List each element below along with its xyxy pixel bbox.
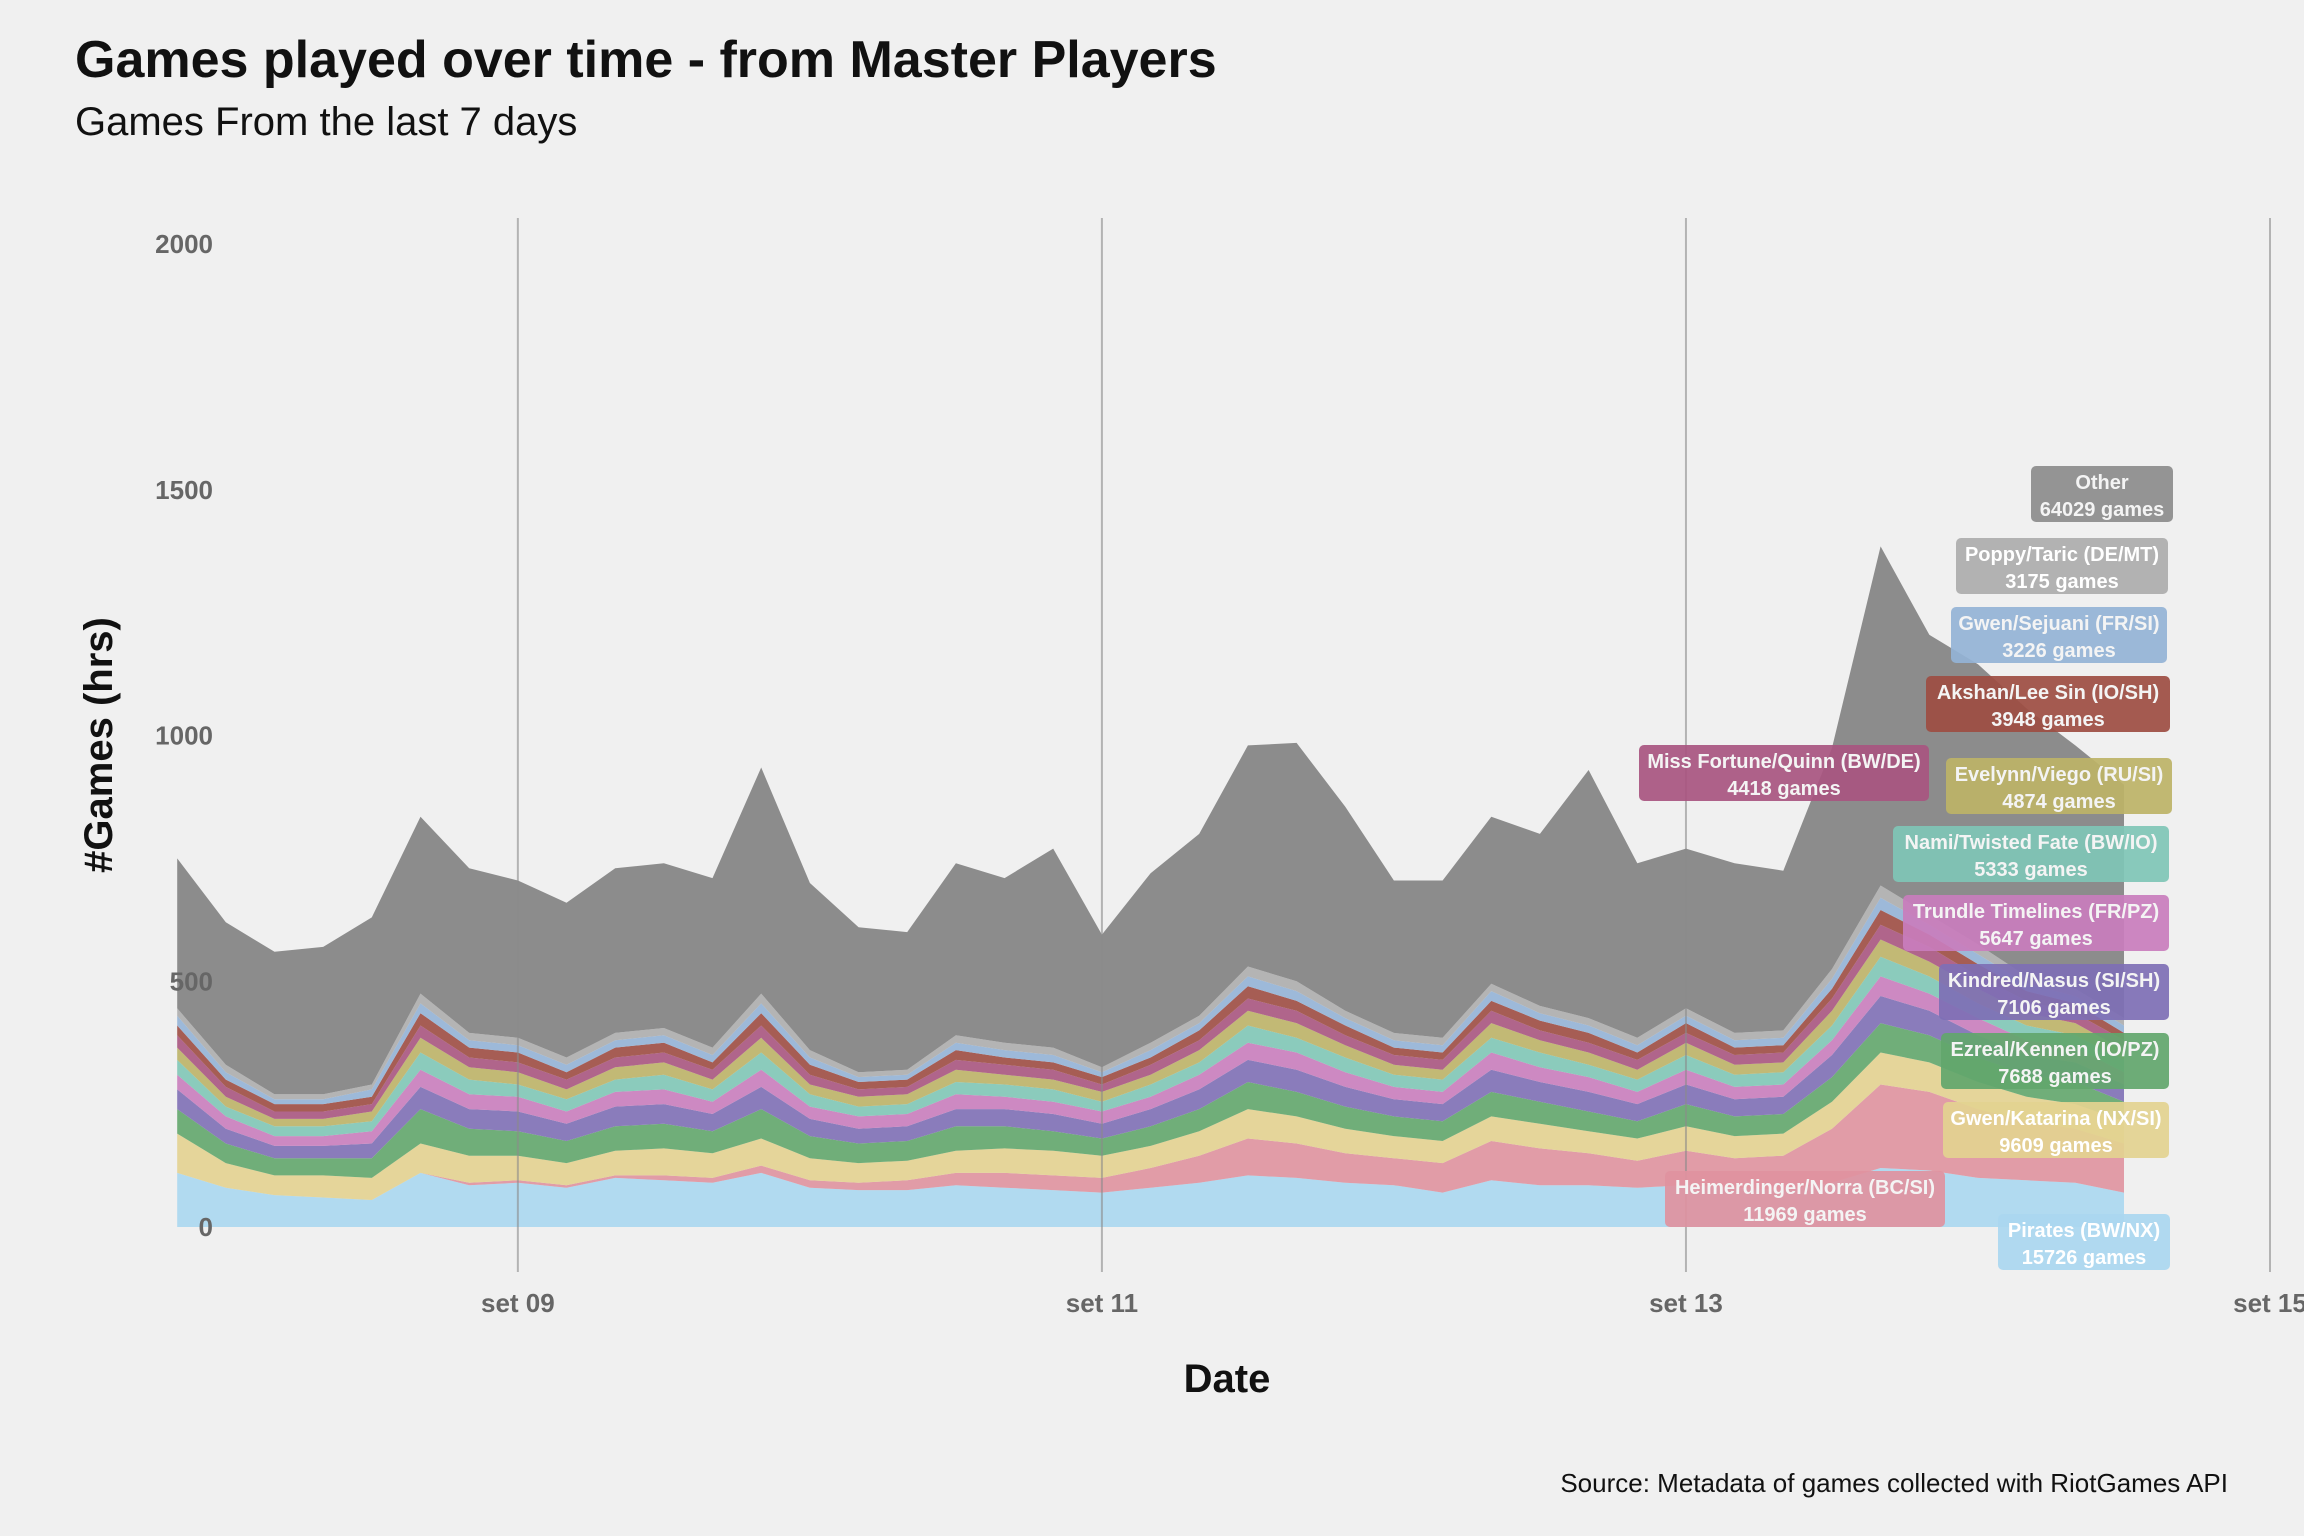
series-label: Gwen/Katarina (NX/SI) 9609 games	[1943, 1102, 2169, 1158]
area-series	[177, 897, 2125, 1105]
series-label-name: Trundle Timelines (FR/PZ)	[1913, 901, 2159, 923]
chart-subtitle: Games From the last 7 days	[75, 100, 578, 144]
series-label-box	[1893, 826, 2169, 882]
series-label-count: 3948 games	[1991, 709, 2104, 731]
area-series	[177, 1168, 2125, 1227]
x-axis-title: Date	[1184, 1357, 1271, 1401]
area-series	[177, 1052, 2125, 1200]
series-label: Other 64029 games	[2031, 466, 2173, 522]
series-label-box	[1943, 1102, 2169, 1158]
y-tick-label: 1000	[155, 721, 213, 751]
x-tick-label: set 13	[1649, 1288, 1723, 1318]
series-label-count: 7106 games	[1997, 997, 2110, 1019]
series-label: Poppy/Taric (DE/MT) 3175 games	[1956, 538, 2168, 594]
area-series	[177, 1084, 2125, 1200]
y-tick-label: 0	[199, 1212, 213, 1242]
series-label: Gwen/Sejuani (FR/SI) 3226 games	[1951, 607, 2167, 663]
series-label-box	[1926, 676, 2170, 732]
series-label-name: Pirates (BW/NX)	[2008, 1220, 2160, 1242]
series-label-box	[1946, 758, 2172, 814]
series-label-name: Gwen/Katarina (NX/SI)	[1950, 1108, 2161, 1130]
series-label-box	[1903, 895, 2169, 951]
series-labels: Pirates (BW/NX) 15726 games Heimerdinger/N…	[1639, 466, 2173, 1270]
series-label-count: 11969 games	[1743, 1204, 1866, 1226]
series-label-name: Kindred/Nasus (SI/SH)	[1948, 970, 2160, 992]
series-label-box	[1956, 538, 2168, 594]
series-label: Nami/Twisted Fate (BW/IO) 5333 games	[1893, 826, 2169, 882]
series-label: Ezreal/Kennen (IO/PZ) 7688 games	[1941, 1033, 2169, 1089]
area-series	[177, 976, 2125, 1146]
series-label-count: 3175 games	[2005, 571, 2118, 593]
area-series	[177, 956, 2125, 1137]
series-label-name: Miss Fortune/Quinn (BW/DE)	[1647, 751, 1920, 773]
x-tick-label: set 11	[1066, 1288, 1138, 1318]
series-label-count: 5333 games	[1974, 859, 2087, 881]
series-label-name: Other	[2075, 472, 2129, 494]
series-label-count: 3226 games	[2002, 640, 2115, 662]
series-label-name: Akshan/Lee Sin (IO/SH)	[1937, 682, 2159, 704]
series-label-name: Ezreal/Kennen (IO/PZ)	[1951, 1039, 2160, 1061]
series-label: Miss Fortune/Quinn (BW/DE) 4418 games	[1639, 745, 1929, 801]
series-label-box	[1951, 607, 2167, 663]
areas	[177, 546, 2125, 1227]
series-label-box	[1998, 1214, 2170, 1270]
y-axis-title: #Games (hrs)	[77, 617, 121, 873]
series-label-count: 5647 games	[1979, 928, 2092, 950]
series-label-box	[1941, 1033, 2169, 1089]
source-caption: Source: Metadata of games collected with…	[1560, 1468, 2228, 1498]
series-label-name: Nami/Twisted Fate (BW/IO)	[1905, 832, 2158, 854]
area-series	[177, 996, 2125, 1159]
series-label-box	[1665, 1171, 1945, 1227]
series-label-count: 7688 games	[1998, 1066, 2111, 1088]
chart-title: Games played over time - from Master Pla…	[75, 31, 1217, 89]
y-tick-label: 1500	[155, 475, 213, 505]
series-label-box	[1639, 745, 1929, 801]
series-label-count: 9609 games	[1999, 1135, 2112, 1157]
area-series	[177, 546, 2125, 1095]
series-label-count: 4874 games	[2002, 791, 2115, 813]
series-label: Akshan/Lee Sin (IO/SH) 3948 games	[1926, 676, 2170, 732]
x-tick-label: set 15	[2233, 1288, 2304, 1318]
series-label-box	[1939, 964, 2169, 1020]
area-series	[177, 1023, 2125, 1178]
series-label: Evelynn/Viego (RU/SI) 4874 games	[1946, 758, 2172, 814]
y-tick-label: 2000	[155, 229, 213, 259]
series-label: Kindred/Nasus (SI/SH) 7106 games	[1939, 964, 2169, 1020]
y-tick-label: 500	[170, 966, 213, 996]
series-label-name: Heimerdinger/Norra (BC/SI)	[1675, 1177, 1935, 1199]
series-label-name: Poppy/Taric (DE/MT)	[1965, 544, 2159, 566]
series-label: Trundle Timelines (FR/PZ) 5647 games	[1903, 895, 2169, 951]
x-tick-label: set 09	[481, 1288, 555, 1318]
series-label-count: 64029 games	[2040, 499, 2165, 521]
series-label: Heimerdinger/Norra (BC/SI) 11969 games	[1665, 1171, 1945, 1227]
series-label-name: Gwen/Sejuani (FR/SI)	[1958, 613, 2159, 635]
series-label-count: 15726 games	[2022, 1247, 2147, 1269]
series-label-count: 4418 games	[1727, 778, 1840, 800]
series-label-box	[2031, 466, 2173, 522]
series-label-name: Evelynn/Viego (RU/SI)	[1955, 764, 2164, 786]
series-label: Pirates (BW/NX) 15726 games	[1998, 1214, 2170, 1270]
